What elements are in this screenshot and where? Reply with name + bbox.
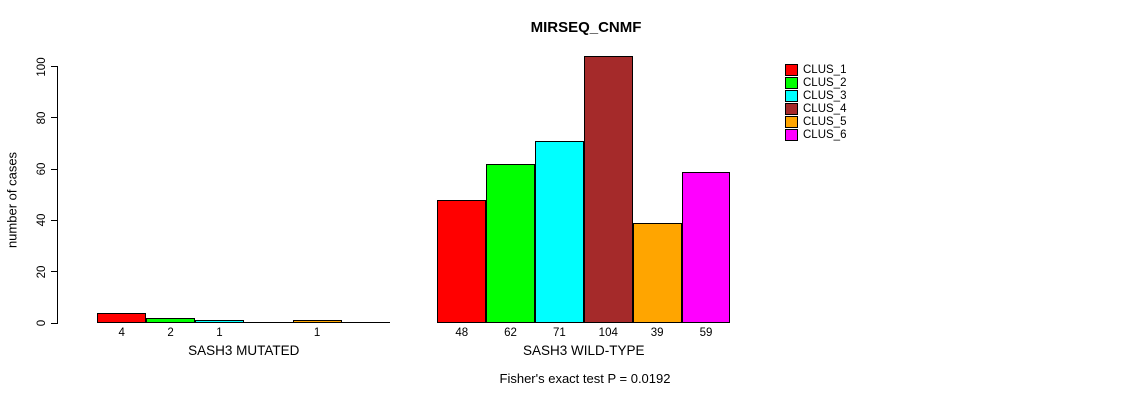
bar-value-label: 1	[313, 327, 321, 339]
bar-wildtype-clus_1	[437, 200, 487, 323]
legend-item-label: CLUS_2	[803, 76, 847, 89]
group-label-sash3-wild-type: SASH3 WILD-TYPE	[523, 343, 645, 358]
bar-value-label: 104	[598, 327, 618, 339]
legend-item: CLUS_3	[785, 90, 846, 103]
bar-wildtype-clus_6	[681, 172, 731, 323]
legend-color-swatch	[785, 103, 798, 115]
y-tick-mark	[50, 66, 58, 68]
legend-item: CLUS_6	[785, 129, 846, 142]
legend-color-swatch	[785, 90, 798, 102]
bar-value-label: 1	[216, 327, 223, 339]
legend-color-swatch	[785, 129, 798, 141]
fisher-exact-test-annotation: Fisher's exact test P = 0.0192	[499, 371, 671, 386]
bar-value-label: 59	[699, 327, 713, 339]
y-axis-label: number of cases	[4, 151, 20, 249]
y-tick-label: 80	[36, 111, 48, 125]
bar-value-label: 2	[167, 327, 174, 339]
bar-mutated-clus_1	[97, 313, 147, 323]
legend-item-label: CLUS_1	[803, 63, 847, 76]
legend-color-swatch	[785, 116, 798, 128]
bar-mutated-clus_5	[292, 320, 342, 323]
chart-title: MIRSEQ_CNMF	[530, 19, 642, 36]
legend-color-swatch	[785, 64, 798, 76]
bar-value-label: 39	[650, 327, 664, 339]
legend-item-label: CLUS_4	[803, 102, 847, 115]
legend-item: CLUS_2	[785, 77, 846, 90]
bar-wildtype-clus_3	[535, 141, 584, 323]
legend-item: CLUS_4	[785, 103, 846, 116]
legend-item-label: CLUS_3	[803, 89, 847, 102]
bar-value-label: 48	[455, 327, 469, 339]
legend-color-swatch	[785, 77, 798, 89]
bar-mutated-clus_2	[146, 318, 195, 323]
y-tick-label: 60	[36, 162, 48, 176]
y-tick-mark	[50, 168, 58, 170]
legend-item: CLUS_1	[785, 64, 846, 77]
y-tick-mark	[50, 117, 58, 119]
x-axis-baseline	[97, 322, 391, 323]
y-tick-label: 0	[36, 319, 48, 327]
y-tick-mark	[50, 271, 58, 273]
y-tick-mark	[50, 219, 58, 221]
legend-item-label: CLUS_6	[803, 128, 847, 141]
y-tick-label: 40	[36, 214, 48, 227]
bar-value-label: 71	[553, 327, 566, 339]
y-tick-label: 20	[36, 265, 48, 279]
bar-value-label: 62	[504, 327, 517, 339]
y-axis	[57, 66, 58, 324]
y-tick-label: 100	[36, 57, 48, 77]
bar-mutated-clus_3	[195, 320, 244, 323]
bar-wildtype-clus_4	[583, 56, 633, 323]
group-label-sash3-mutated: SASH3 MUTATED	[188, 343, 300, 358]
bar-wildtype-clus_2	[486, 164, 535, 323]
legend-item-label: CLUS_5	[803, 115, 847, 128]
bar-value-label: 4	[118, 327, 125, 339]
y-tick-mark	[50, 322, 58, 324]
legend-item: CLUS_5	[785, 116, 846, 129]
bar-wildtype-clus_5	[632, 223, 682, 323]
